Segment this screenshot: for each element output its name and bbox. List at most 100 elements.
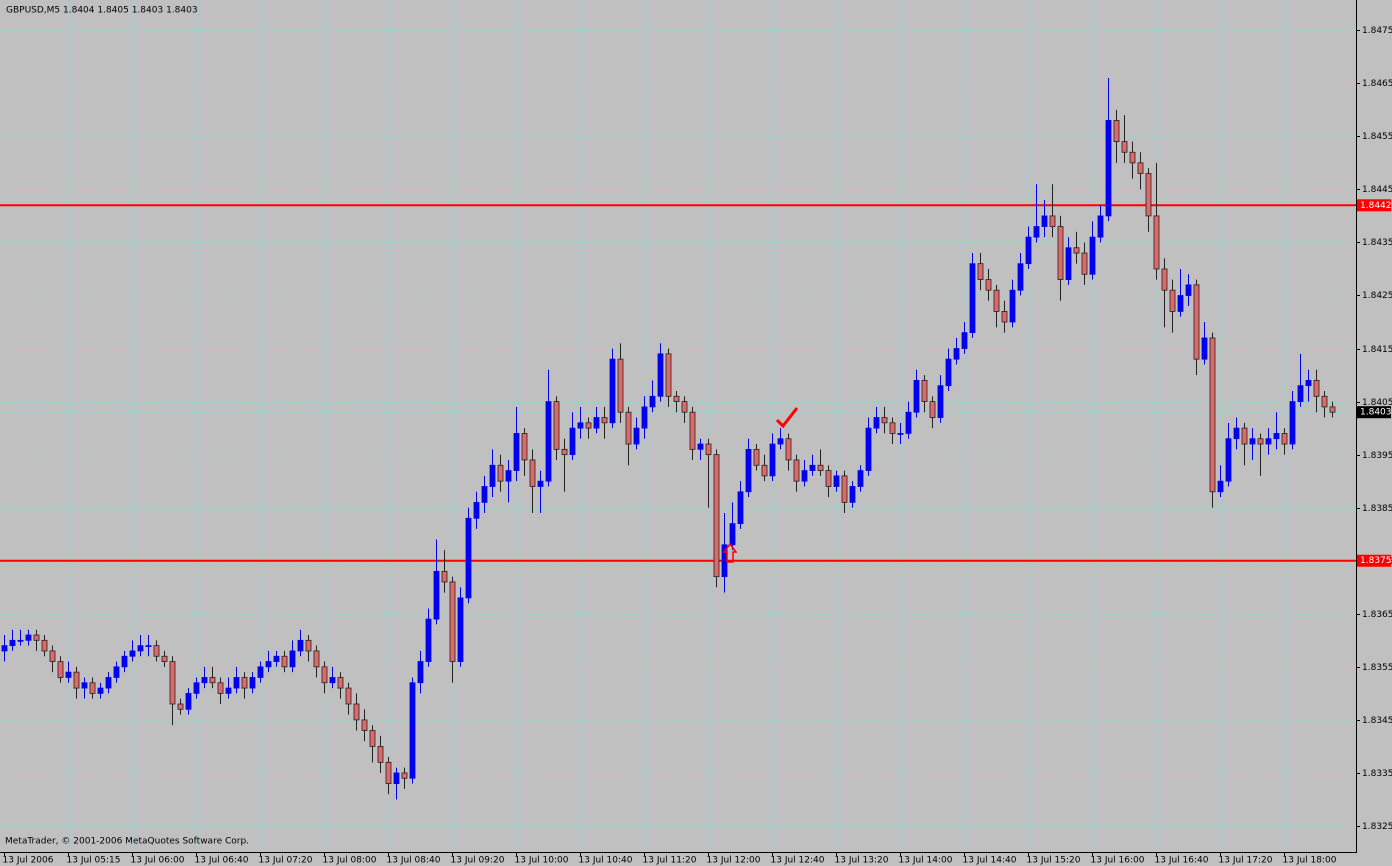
candle-body: [849, 486, 856, 503]
candle-body: [1209, 337, 1216, 493]
y-tick-label: 1.8355: [1362, 663, 1392, 673]
candle-body: [449, 581, 456, 662]
candles: [1, 77, 1336, 800]
candle-body: [249, 677, 256, 689]
candle-body: [1249, 438, 1256, 445]
candle-body: [905, 411, 912, 434]
candle-body: [625, 411, 632, 445]
x-tick-label: 13 Jul 06:40: [195, 856, 249, 866]
level-label: 1.8375: [1360, 556, 1392, 566]
candle-body: [729, 523, 736, 546]
y-tick-label: 1.8425: [1362, 291, 1392, 301]
candle-body: [1225, 438, 1232, 482]
x-tick-label: 13 Jul 07:20: [259, 856, 313, 866]
candle-body: [73, 671, 80, 689]
candle-body: [273, 655, 280, 662]
x-tick-label: 13 Jul 13:20: [835, 856, 889, 866]
candle-body: [265, 661, 272, 668]
x-tick-label: 13 Jul 11:20: [643, 856, 697, 866]
candle-body: [657, 353, 664, 397]
candle-body: [737, 491, 744, 525]
candle-body: [529, 459, 536, 487]
candle-body: [1009, 289, 1016, 323]
candle-body: [1089, 236, 1096, 275]
candle-body: [945, 358, 952, 387]
candle-body: [1041, 215, 1048, 227]
y-tick-label: 1.8475: [1362, 26, 1392, 36]
candle-body: [1201, 337, 1208, 360]
candle-body: [25, 634, 32, 641]
candle-body: [385, 761, 392, 784]
candle-body: [161, 655, 168, 662]
candle-body: [897, 433, 904, 435]
candle-body: [793, 459, 800, 482]
candle-body: [1033, 226, 1040, 238]
candle-body: [473, 501, 480, 519]
candle-body: [209, 677, 216, 684]
y-tick-label: 1.8385: [1362, 504, 1392, 514]
candle-body: [177, 703, 184, 710]
candle-body: [1273, 433, 1280, 440]
candle-body: [985, 279, 992, 291]
candle-body: [1017, 263, 1024, 291]
candle-body: [409, 682, 416, 779]
candle-body: [185, 692, 192, 710]
candle-body: [393, 772, 400, 784]
level-label-box: [1357, 199, 1391, 212]
candle-body: [841, 475, 848, 503]
candle-body: [697, 443, 704, 450]
candle-body: [665, 353, 672, 397]
candle-body: [41, 639, 48, 652]
candle-body: [561, 448, 568, 456]
x-tick-label: 13 Jul 14:00: [899, 856, 953, 866]
candle-body: [881, 417, 888, 424]
y-tick-label: 1.8325: [1362, 822, 1392, 832]
x-tick-label: 13 Jul 06:00: [131, 856, 185, 866]
candle-body: [1177, 295, 1184, 312]
candle-body: [505, 470, 512, 482]
candle-body: [1001, 311, 1008, 323]
candle-body: [1297, 385, 1304, 402]
candle-body: [1097, 215, 1104, 238]
candle-body: [65, 671, 72, 678]
candle-body: [153, 645, 160, 657]
candle-body: [1057, 226, 1064, 280]
chart-title: GBPUSD,M5 1.8404 1.8405 1.8403 1.8403: [6, 6, 198, 16]
candle-body: [129, 650, 136, 657]
y-tick-label: 1.8405: [1362, 398, 1392, 408]
candle-body: [137, 645, 144, 652]
candle-body: [105, 677, 112, 689]
candle-body: [553, 401, 560, 450]
candle-body: [1, 645, 8, 652]
x-tick-label: 13 Jul 16:40: [1155, 856, 1209, 866]
x-tick-label: 13 Jul 12:00: [707, 856, 761, 866]
candle-body: [785, 438, 792, 461]
grid: [0, 0, 1356, 852]
candle-body: [297, 639, 304, 652]
candle-body: [633, 427, 640, 445]
candle-body: [241, 677, 248, 689]
candle-body: [865, 427, 872, 471]
y-tick-label: 1.8435: [1362, 238, 1392, 248]
candle-body: [1193, 284, 1200, 360]
candle-body: [713, 454, 720, 578]
x-tick-label: 13 Jul 17:20: [1219, 856, 1273, 866]
x-tick-label: 13 Jul 2006: [3, 856, 54, 866]
candle-body: [1321, 395, 1328, 408]
candle-body: [57, 661, 64, 678]
x-tick-label: 13 Jul 18:00: [1283, 856, 1337, 866]
candle-body: [1025, 236, 1032, 265]
candle-body: [513, 433, 520, 471]
candle-body: [953, 348, 960, 360]
y-tick-label: 1.8365: [1362, 610, 1392, 620]
candle-body: [1257, 438, 1264, 445]
candle-body: [1121, 141, 1128, 153]
footer: MetaTrader, © 2001-2006 MetaQuotes Softw…: [5, 837, 249, 847]
candle-body: [1161, 268, 1168, 291]
x-tick-label: 13 Jul 08:40: [387, 856, 441, 866]
candle-body: [81, 682, 88, 689]
candle-body: [937, 385, 944, 418]
candle-body: [601, 417, 608, 424]
candle-body: [977, 263, 984, 280]
